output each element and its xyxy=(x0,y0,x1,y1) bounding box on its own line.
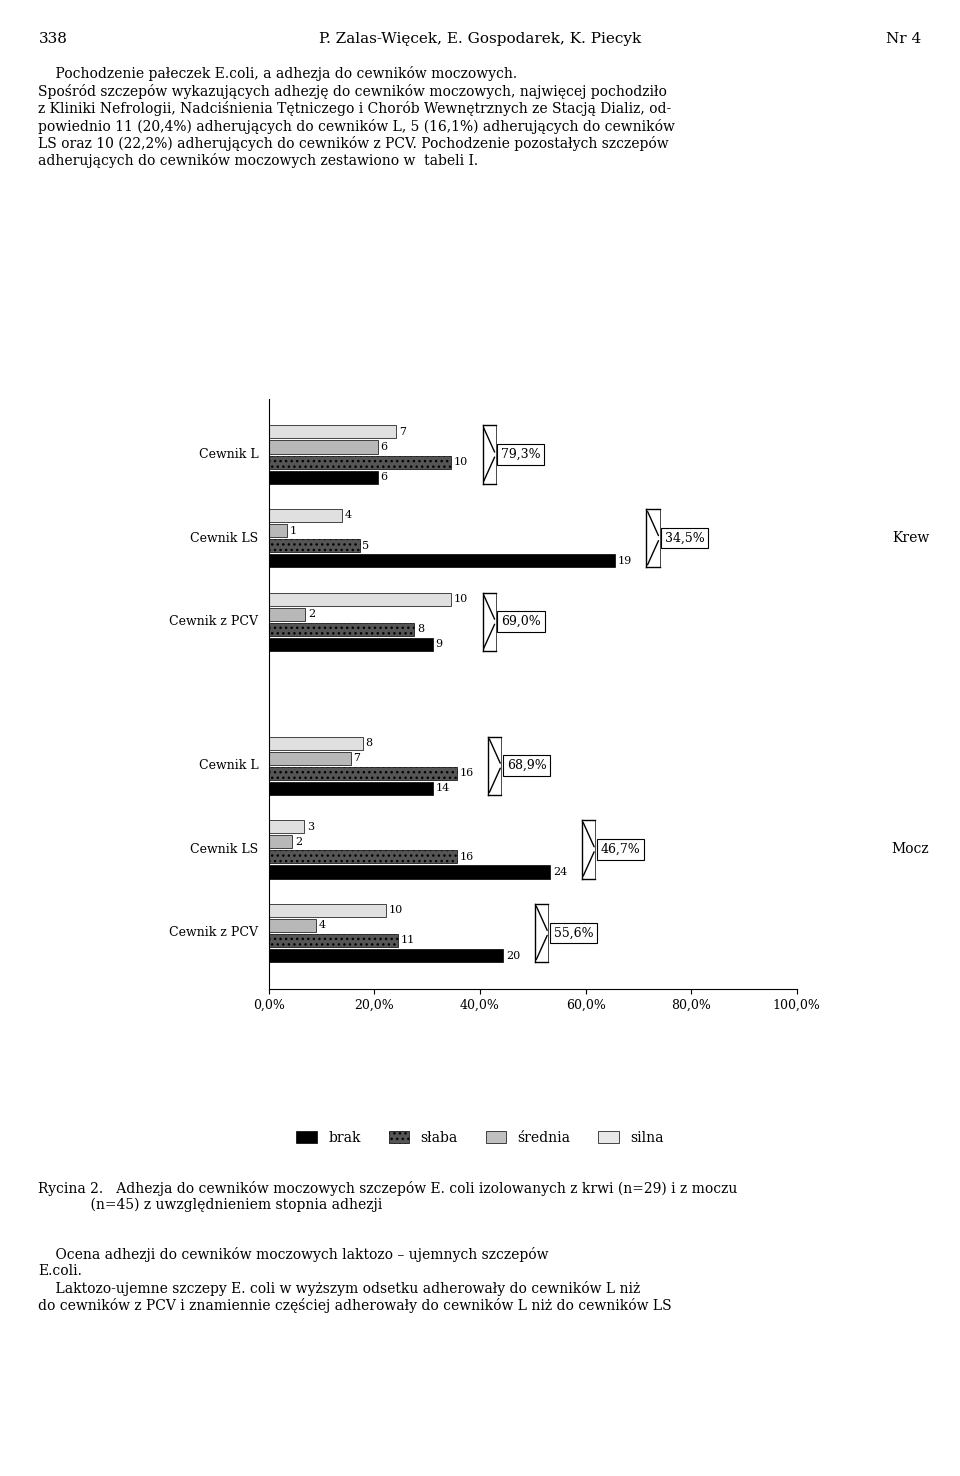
Text: 55,6%: 55,6% xyxy=(554,927,593,939)
Bar xyxy=(269,623,415,636)
Text: 10: 10 xyxy=(389,905,403,915)
Bar xyxy=(269,555,614,567)
Text: P. Zalas-Więcek, E. Gospodarek, K. Piecyk: P. Zalas-Więcek, E. Gospodarek, K. Piecy… xyxy=(319,32,641,46)
Bar xyxy=(269,782,433,796)
Text: 34,5%: 34,5% xyxy=(665,531,705,545)
Bar xyxy=(269,608,305,621)
Text: 7: 7 xyxy=(353,753,361,763)
Text: 4: 4 xyxy=(345,511,351,521)
Text: 11: 11 xyxy=(400,936,415,946)
Text: 69,0%: 69,0% xyxy=(501,615,540,629)
Text: 8: 8 xyxy=(417,624,424,635)
Bar xyxy=(269,821,304,832)
Bar xyxy=(269,592,451,605)
Text: 16: 16 xyxy=(459,769,473,778)
Text: Nr 4: Nr 4 xyxy=(886,32,922,46)
Bar xyxy=(269,835,292,849)
Text: Cewnik z PCV: Cewnik z PCV xyxy=(169,927,258,939)
Text: Krew: Krew xyxy=(892,531,929,545)
Text: 9: 9 xyxy=(435,639,443,649)
Text: 4: 4 xyxy=(319,921,325,930)
Bar xyxy=(269,934,397,948)
Bar xyxy=(269,425,396,438)
Bar xyxy=(269,509,342,523)
Text: 14: 14 xyxy=(436,784,450,794)
Text: Cewnik L: Cewnik L xyxy=(199,759,258,772)
Text: Cewnik L: Cewnik L xyxy=(199,449,258,461)
Text: 5: 5 xyxy=(363,540,370,551)
Text: 20: 20 xyxy=(506,951,520,961)
Bar xyxy=(269,865,550,878)
Text: 79,3%: 79,3% xyxy=(501,449,540,461)
Bar xyxy=(269,918,316,931)
Text: 24: 24 xyxy=(553,866,567,877)
Text: 68,9%: 68,9% xyxy=(507,759,546,772)
Bar xyxy=(269,638,433,651)
Text: Ocena adhezji do cewników moczowych laktozo – ujemnych szczepów
E.coli.
    Lakt: Ocena adhezji do cewników moczowych lakt… xyxy=(38,1247,672,1314)
Bar xyxy=(269,850,457,863)
Bar xyxy=(269,539,360,552)
Text: 6: 6 xyxy=(381,441,388,452)
Text: Pochodzenie pałeczek E.coli, a adhezja do cewników moczowych.
Spośród szczepów w: Pochodzenie pałeczek E.coli, a adhezja d… xyxy=(38,66,675,168)
Text: 10: 10 xyxy=(453,458,468,466)
Text: 2: 2 xyxy=(308,610,315,618)
Bar xyxy=(269,737,363,750)
Bar xyxy=(269,524,287,537)
Text: 6: 6 xyxy=(381,472,388,483)
Text: 338: 338 xyxy=(38,32,67,46)
Bar xyxy=(269,766,457,779)
Legend: brak, słaba, średnia, silna: brak, słaba, średnia, silna xyxy=(289,1123,671,1151)
Bar xyxy=(269,949,503,962)
Text: 46,7%: 46,7% xyxy=(601,843,640,856)
Text: Mocz: Mocz xyxy=(892,843,929,856)
Text: 19: 19 xyxy=(617,556,632,565)
Text: 16: 16 xyxy=(459,852,473,862)
Bar xyxy=(269,456,451,469)
Text: 3: 3 xyxy=(306,822,314,831)
Text: 10: 10 xyxy=(453,593,468,604)
Text: 2: 2 xyxy=(295,837,302,847)
Text: Rycina 2.   Adhezja do cewników moczowych szczepów E. coli izolowanych z krwi (n: Rycina 2. Adhezja do cewników moczowych … xyxy=(38,1181,738,1212)
Text: 7: 7 xyxy=(399,427,406,437)
Text: Cewnik LS: Cewnik LS xyxy=(190,531,258,545)
Text: 8: 8 xyxy=(366,738,372,748)
Text: Cewnik z PCV: Cewnik z PCV xyxy=(169,615,258,629)
Bar xyxy=(269,903,386,917)
Bar xyxy=(269,471,378,484)
Text: Cewnik LS: Cewnik LS xyxy=(190,843,258,856)
Bar xyxy=(269,440,378,453)
Bar xyxy=(269,751,351,765)
Text: 1: 1 xyxy=(290,525,297,536)
